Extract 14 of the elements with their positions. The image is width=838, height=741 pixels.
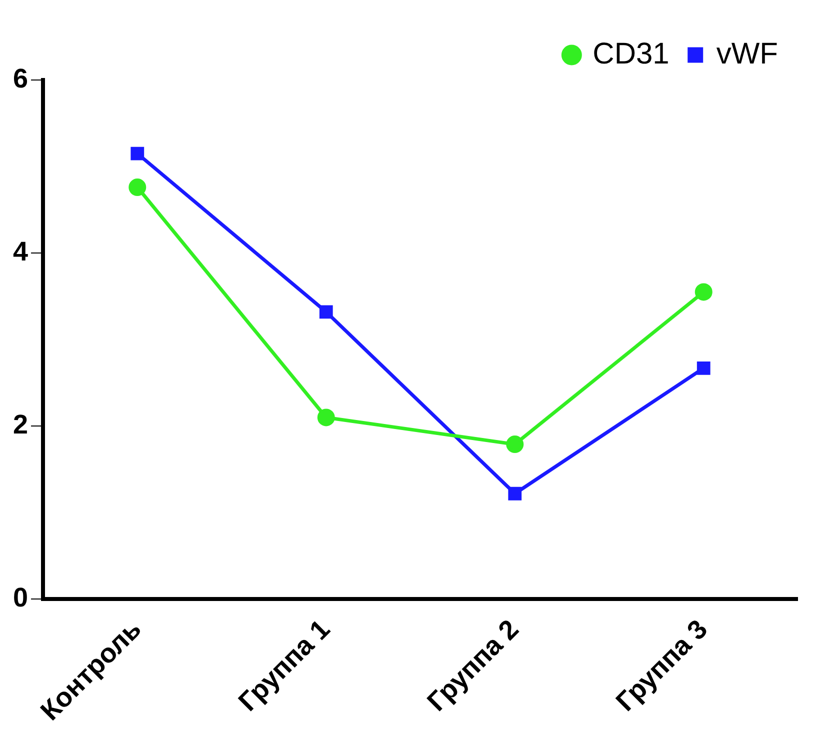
y-tick-label: 0 bbox=[12, 582, 28, 613]
y-tick-label: 6 bbox=[12, 63, 28, 94]
y-tick-label: 4 bbox=[12, 236, 28, 267]
point bbox=[319, 305, 333, 319]
legend-label: vWF bbox=[716, 37, 778, 70]
point bbox=[506, 436, 524, 454]
legend-label: CD31 bbox=[592, 37, 670, 70]
point bbox=[694, 283, 712, 301]
point bbox=[317, 408, 335, 426]
point bbox=[508, 486, 522, 500]
point bbox=[128, 178, 146, 196]
point bbox=[130, 146, 144, 160]
y-tick-label: 2 bbox=[12, 410, 28, 440]
point bbox=[696, 361, 710, 375]
